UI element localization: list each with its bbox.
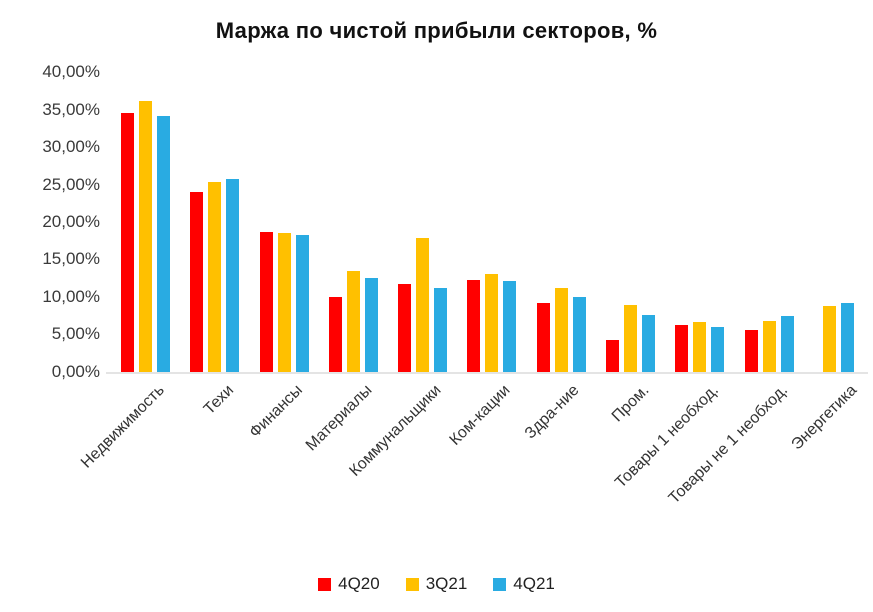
bar-4Q21 bbox=[157, 116, 171, 373]
legend-swatch-icon bbox=[318, 577, 332, 591]
x-axis-label: Финансы bbox=[246, 381, 306, 442]
legend-item-4Q21: 4Q21 bbox=[493, 574, 555, 594]
bar-4Q20 bbox=[259, 232, 273, 373]
bar-group bbox=[250, 72, 319, 373]
bar-3Q21 bbox=[822, 306, 836, 373]
bar-group bbox=[111, 72, 180, 373]
x-axis-label: Материалы bbox=[302, 381, 376, 455]
x-axis-label: Энергетика bbox=[788, 381, 861, 454]
bar-4Q20 bbox=[467, 280, 481, 373]
y-axis-label: 5,00% bbox=[51, 324, 100, 344]
y-axis-label: 20,00% bbox=[42, 211, 100, 231]
bar-4Q21 bbox=[572, 297, 586, 373]
y-axis-label: 40,00% bbox=[42, 62, 100, 82]
y-axis-label: 10,00% bbox=[42, 286, 100, 306]
legend-label: 4Q21 bbox=[513, 574, 555, 593]
bar-3Q21 bbox=[762, 321, 776, 373]
bar-4Q20 bbox=[398, 284, 412, 373]
plot-area bbox=[111, 72, 873, 373]
bar-4Q20 bbox=[121, 113, 135, 373]
bar-3Q21 bbox=[623, 305, 637, 373]
x-axis-label: Здра-ние bbox=[522, 381, 584, 443]
bar-group bbox=[180, 72, 249, 373]
y-axis-label: 15,00% bbox=[42, 249, 100, 269]
x-axis-label: Пром. bbox=[608, 381, 653, 426]
y-axis-label: 25,00% bbox=[42, 174, 100, 194]
y-axis-label: 30,00% bbox=[42, 137, 100, 157]
bar-group bbox=[734, 72, 803, 373]
bar-4Q20 bbox=[190, 192, 204, 373]
y-axis-label: 35,00% bbox=[42, 99, 100, 119]
x-axis-label: Техи bbox=[200, 381, 237, 419]
bar-4Q20 bbox=[744, 330, 758, 373]
bar-4Q21 bbox=[641, 315, 655, 373]
legend-swatch-icon bbox=[405, 577, 419, 591]
x-axis-label: Недвижимость bbox=[77, 381, 168, 472]
bar-4Q20 bbox=[605, 340, 619, 373]
x-axis-label: Товары не 1 необход. bbox=[665, 381, 791, 508]
x-axis-line bbox=[106, 372, 868, 374]
legend-label: 3Q21 bbox=[425, 574, 468, 593]
bar-group bbox=[665, 72, 734, 373]
bar-4Q20 bbox=[536, 303, 550, 373]
bar-group bbox=[527, 72, 596, 373]
legend-swatch-icon bbox=[493, 577, 507, 591]
chart-title: Маржа по чистой прибыли секторов, % bbox=[215, 18, 658, 43]
bar-3Q21 bbox=[277, 233, 291, 373]
bar-4Q21 bbox=[295, 235, 309, 373]
bar-4Q20 bbox=[675, 325, 689, 373]
bar-group bbox=[319, 72, 388, 373]
bar-4Q21 bbox=[711, 327, 725, 373]
bar-3Q21 bbox=[139, 101, 153, 373]
bar-4Q21 bbox=[840, 303, 854, 373]
bar-4Q21 bbox=[503, 281, 517, 373]
bar-group bbox=[804, 72, 873, 373]
bar-4Q21 bbox=[226, 179, 240, 373]
bar-3Q21 bbox=[485, 274, 499, 373]
bar-3Q21 bbox=[693, 322, 707, 373]
bar-4Q21 bbox=[434, 288, 448, 373]
legend: 4Q20 3Q21 4Q21 bbox=[0, 574, 873, 594]
bar-3Q21 bbox=[208, 182, 222, 373]
bar-group bbox=[596, 72, 665, 373]
legend-item-3Q21: 3Q21 bbox=[405, 574, 468, 594]
y-axis-label: 0,00% bbox=[51, 361, 100, 381]
bar-4Q20 bbox=[328, 297, 342, 373]
bar-4Q21 bbox=[780, 316, 794, 373]
bar-3Q21 bbox=[554, 288, 568, 373]
x-axis-label: Ком-кации bbox=[446, 381, 514, 449]
legend-item-4Q20: 4Q20 bbox=[318, 574, 380, 594]
bar-3Q21 bbox=[346, 271, 360, 373]
bar-group bbox=[457, 72, 526, 373]
bar-4Q21 bbox=[364, 278, 378, 373]
bar-3Q21 bbox=[416, 238, 430, 373]
legend-label: 4Q20 bbox=[338, 574, 380, 593]
bar-group bbox=[388, 72, 457, 373]
